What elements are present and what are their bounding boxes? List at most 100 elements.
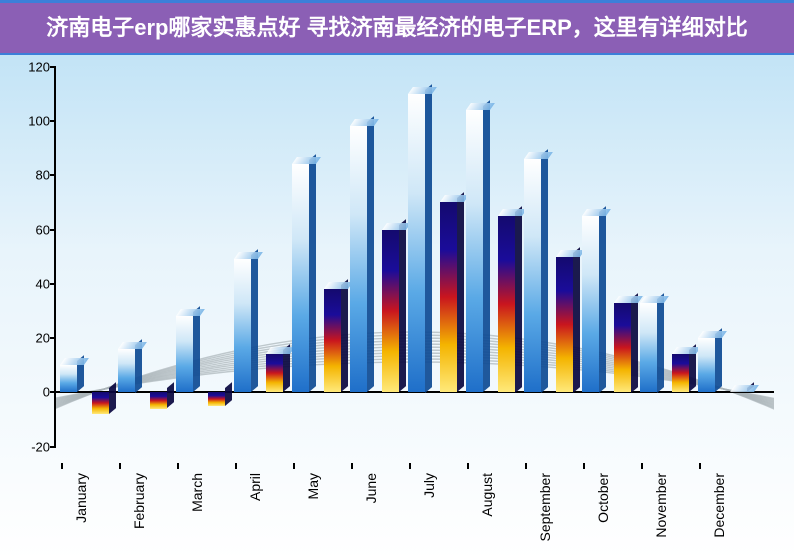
bar-face xyxy=(150,392,167,408)
x-label: September xyxy=(537,473,553,541)
page-title: 济南电子erp哪家实惠点好 寻找济南最经济的电子ERP，这里有详细对比 xyxy=(46,15,748,40)
bar-side xyxy=(399,219,406,392)
bar-face xyxy=(208,392,225,406)
x-label: May xyxy=(305,473,321,499)
x-label: January xyxy=(73,473,89,523)
bar-top xyxy=(524,152,553,159)
bar-face xyxy=(382,230,399,393)
bar-series2 xyxy=(614,303,631,393)
y-tick-mark xyxy=(50,337,56,339)
x-label: October xyxy=(595,473,611,523)
bar-side xyxy=(109,382,116,414)
bar-series2 xyxy=(92,392,109,414)
bar-side xyxy=(367,116,374,392)
bar-top xyxy=(466,103,495,110)
bar-top xyxy=(698,331,727,338)
x-label: March xyxy=(189,473,205,512)
x-label: July xyxy=(421,473,437,498)
bar-series2 xyxy=(150,392,167,408)
x-tick-mark xyxy=(641,463,643,469)
bar-series2 xyxy=(208,392,225,406)
bar-face xyxy=(614,303,631,393)
y-tick-label: 0 xyxy=(14,385,50,400)
bar-top xyxy=(176,309,205,316)
y-tick-label: 40 xyxy=(14,276,50,291)
bar-series1 xyxy=(176,316,193,392)
bar-series1 xyxy=(60,365,77,392)
y-tick-mark xyxy=(50,446,56,448)
bar-face xyxy=(640,303,657,393)
bar-series2 xyxy=(556,257,573,393)
bar-side xyxy=(483,100,490,392)
y-tick-mark xyxy=(50,174,56,176)
bar-top xyxy=(382,223,411,230)
bar-top xyxy=(498,209,527,216)
y-tick-mark xyxy=(50,283,56,285)
bar-series2 xyxy=(440,202,457,392)
bar-face xyxy=(266,354,283,392)
bar-top xyxy=(350,119,379,126)
x-tick-mark xyxy=(235,463,237,469)
bar-top xyxy=(234,252,263,259)
bar-series1 xyxy=(292,164,309,392)
page-header: 济南电子erp哪家实惠点好 寻找济南最经济的电子ERP，这里有详细对比 xyxy=(0,0,794,55)
bar-face xyxy=(524,159,541,392)
bar-top xyxy=(408,87,437,94)
y-tick-mark xyxy=(50,229,56,231)
bar-series1 xyxy=(640,303,657,393)
bar-series1 xyxy=(118,349,135,392)
bar-side xyxy=(573,247,580,393)
bar-face xyxy=(498,216,515,392)
x-label: April xyxy=(247,473,263,501)
bar-series2 xyxy=(324,289,341,392)
bar-top xyxy=(324,282,353,289)
x-tick-mark xyxy=(583,463,585,469)
bar-top xyxy=(556,250,585,257)
bar-side xyxy=(193,306,200,392)
bar-side xyxy=(657,293,664,393)
x-tick-mark xyxy=(351,463,353,469)
bar-series2 xyxy=(672,354,689,392)
x-tick-mark xyxy=(467,463,469,469)
bar-face xyxy=(92,392,109,414)
bar-face xyxy=(408,94,425,393)
bar-series1 xyxy=(698,338,715,392)
bar-top xyxy=(266,347,295,354)
bar-side xyxy=(457,192,464,392)
bar-series1 xyxy=(466,110,483,392)
x-tick-mark xyxy=(177,463,179,469)
bar-face xyxy=(324,289,341,392)
plot-area xyxy=(54,67,774,447)
bar-face xyxy=(440,202,457,392)
bar-top xyxy=(672,347,701,354)
bar-side xyxy=(425,84,432,393)
bar-series2 xyxy=(382,230,399,393)
chart-area: -20020406080100120 xyxy=(54,67,774,447)
bar-side xyxy=(515,206,522,392)
bar-face xyxy=(234,259,251,392)
x-axis-labels: JanuaryFebruaryMarchAprilMayJuneJulyAugu… xyxy=(54,473,774,558)
x-label: August xyxy=(479,473,495,517)
bar-side xyxy=(599,206,606,392)
bar-side xyxy=(309,154,316,392)
x-label: June xyxy=(363,473,379,503)
bar-side xyxy=(225,382,232,406)
y-tick-mark xyxy=(50,120,56,122)
x-tick-mark xyxy=(293,463,295,469)
bar-series2 xyxy=(498,216,515,392)
bar-face xyxy=(582,216,599,392)
bar-face xyxy=(698,338,715,392)
x-tick-mark xyxy=(409,463,411,469)
bar-top xyxy=(60,358,89,365)
bar-face xyxy=(118,349,135,392)
y-tick-label: -20 xyxy=(14,439,50,454)
bar-side xyxy=(341,279,348,392)
x-tick-mark xyxy=(61,463,63,469)
y-tick-label: 60 xyxy=(14,222,50,237)
x-tick-mark xyxy=(699,463,701,469)
bar-top xyxy=(440,195,469,202)
bar-top xyxy=(640,296,669,303)
y-tick-label: 120 xyxy=(14,59,50,74)
bar-face xyxy=(466,110,483,392)
bar-face xyxy=(292,164,309,392)
